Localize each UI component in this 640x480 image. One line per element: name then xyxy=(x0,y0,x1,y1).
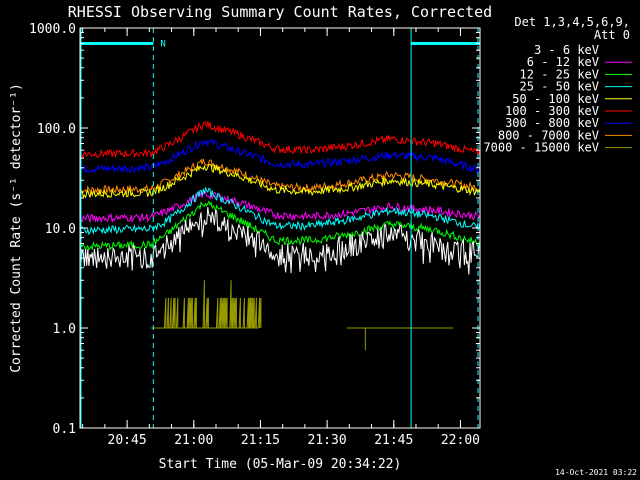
series-line-7 xyxy=(79,137,481,174)
legend-label-8: 800 - 7000 keV xyxy=(498,128,599,142)
series-line-5 xyxy=(79,163,481,199)
series-line-8 xyxy=(79,158,481,195)
y-tick-label: 100.0 xyxy=(37,122,76,137)
x-tick-label: 21:00 xyxy=(174,433,213,448)
legend-label-9: 7000 - 15000 keV xyxy=(483,141,599,155)
legend-label-4: 25 - 50 keV xyxy=(520,80,599,94)
x-tick-label: 22:00 xyxy=(441,433,480,448)
y-tick-label: 1.0 xyxy=(53,322,76,337)
y-tick-label: 0.1 xyxy=(53,422,76,437)
x-axis: 20:45 21:00 21:15 21:30 21:45 22:00 xyxy=(82,28,480,448)
series-line-3 xyxy=(79,200,481,252)
x-axis-label: Start Time (05-Mar-09 20:34:22) xyxy=(159,457,402,472)
chart-title: RHESSI Observing Summary Count Rates, Co… xyxy=(68,3,492,21)
y-tick-label: 1000.0 xyxy=(29,22,76,37)
legend-label-6: 100 - 300 keV xyxy=(505,104,599,118)
legend-header-line2: Att 0 xyxy=(594,28,630,42)
series-line-4 xyxy=(79,186,481,236)
legend-label-5: 50 - 100 keV xyxy=(512,92,599,106)
series-line-6 xyxy=(79,120,481,160)
x-tick-label: 20:45 xyxy=(108,433,147,448)
y-axis-label: Corrected Count Rate (s⁻¹ detector⁻¹) xyxy=(9,83,24,373)
night-marker-label: N xyxy=(160,39,165,49)
y-axis: 0.1 1.0 10.0 100.0 1000.0 xyxy=(29,22,480,437)
legend-label-7: 300 - 800 keV xyxy=(505,116,599,130)
x-tick-label: 21:15 xyxy=(241,433,280,448)
footer-date: 14-Oct-2021 03:22 xyxy=(555,468,637,477)
legend-label-2: 6 - 12 keV xyxy=(527,55,599,69)
legend-label-1: 3 - 6 keV xyxy=(534,43,599,57)
night-bar-2 xyxy=(411,41,480,45)
x-tick-label: 21:30 xyxy=(308,433,347,448)
night-bar-1 xyxy=(80,41,154,45)
x-tick-label: 21:45 xyxy=(374,433,413,448)
series-line-2 xyxy=(79,189,481,224)
legend-header-line1: Det 1,3,4,5,6,9, xyxy=(514,15,630,29)
y-tick-label: 10.0 xyxy=(45,222,76,237)
series-line-1 xyxy=(79,207,481,275)
legend-label-3: 12 - 25 keV xyxy=(520,67,599,81)
data-layer xyxy=(79,120,481,351)
